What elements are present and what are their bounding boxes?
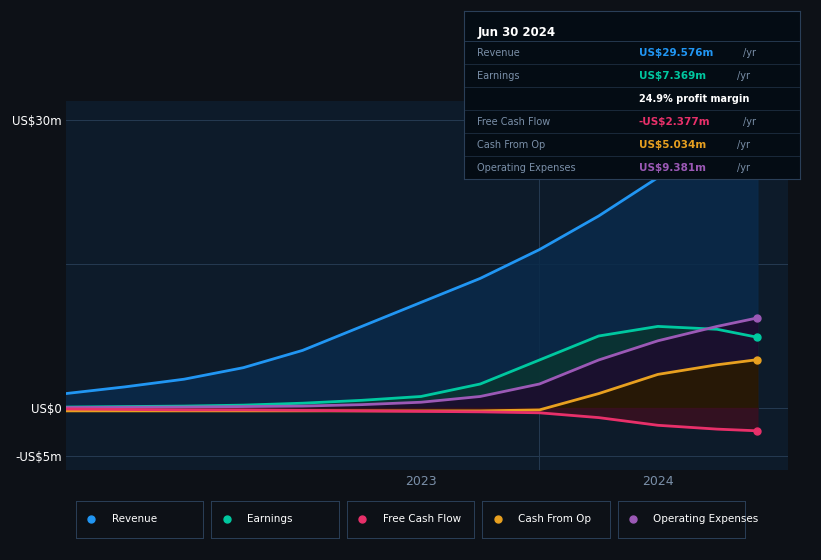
Text: US$9.381m: US$9.381m (639, 163, 706, 172)
Text: Free Cash Flow: Free Cash Flow (383, 515, 461, 524)
Text: /yr: /yr (743, 48, 756, 58)
Text: Earnings: Earnings (247, 515, 292, 524)
Text: /yr: /yr (743, 117, 756, 127)
Text: Revenue: Revenue (477, 48, 520, 58)
Text: 24.9% profit margin: 24.9% profit margin (639, 94, 750, 104)
Text: US$7.369m: US$7.369m (639, 71, 706, 81)
Text: Cash From Op: Cash From Op (477, 140, 546, 150)
Text: Operating Expenses: Operating Expenses (654, 515, 759, 524)
Text: Earnings: Earnings (477, 71, 520, 81)
Text: Operating Expenses: Operating Expenses (477, 163, 576, 172)
Text: /yr: /yr (737, 140, 750, 150)
Text: Revenue: Revenue (112, 515, 157, 524)
Text: US$5.034m: US$5.034m (639, 140, 706, 150)
Text: Jun 30 2024: Jun 30 2024 (477, 26, 556, 39)
Text: Cash From Op: Cash From Op (518, 515, 591, 524)
Text: /yr: /yr (737, 163, 750, 172)
Text: /yr: /yr (737, 71, 750, 81)
Text: US$29.576m: US$29.576m (639, 48, 713, 58)
Text: Free Cash Flow: Free Cash Flow (477, 117, 551, 127)
Text: -US$2.377m: -US$2.377m (639, 117, 710, 127)
